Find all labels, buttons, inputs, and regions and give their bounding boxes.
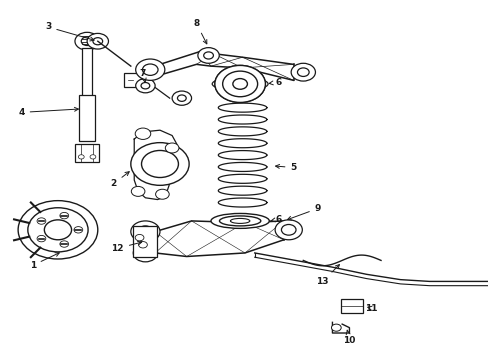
Circle shape (131, 143, 189, 185)
Circle shape (78, 155, 84, 159)
Circle shape (136, 59, 165, 80)
Circle shape (135, 128, 151, 139)
Circle shape (60, 212, 69, 219)
Bar (123, 73, 141, 87)
Circle shape (222, 71, 258, 97)
Bar (133, 226, 157, 257)
Text: 4: 4 (18, 107, 78, 117)
Text: 10: 10 (343, 330, 356, 345)
Circle shape (215, 66, 266, 103)
Circle shape (133, 244, 158, 262)
Circle shape (275, 220, 302, 240)
Circle shape (139, 242, 147, 248)
Bar (75, 144, 99, 162)
Circle shape (75, 32, 99, 50)
Circle shape (45, 220, 72, 240)
Circle shape (143, 64, 158, 75)
Circle shape (215, 66, 266, 103)
Ellipse shape (230, 219, 250, 224)
Text: 1: 1 (29, 253, 59, 270)
Circle shape (140, 249, 151, 257)
Circle shape (93, 38, 102, 45)
Text: 3: 3 (45, 22, 94, 41)
Text: 2: 2 (111, 172, 129, 188)
Circle shape (81, 37, 93, 45)
Text: 11: 11 (365, 303, 378, 312)
Text: 7: 7 (140, 69, 146, 82)
Circle shape (87, 33, 108, 49)
Circle shape (141, 82, 150, 89)
Bar (341, 299, 363, 313)
Text: 6: 6 (270, 215, 282, 224)
Text: 13: 13 (317, 265, 340, 286)
Circle shape (297, 68, 309, 76)
Circle shape (142, 150, 178, 177)
Circle shape (204, 52, 214, 59)
Circle shape (198, 48, 219, 63)
Circle shape (136, 78, 155, 93)
Bar (82, 48, 92, 98)
Circle shape (90, 155, 96, 159)
Bar (79, 95, 95, 141)
Ellipse shape (211, 213, 270, 228)
Circle shape (18, 201, 98, 259)
Circle shape (135, 234, 144, 241)
Circle shape (222, 71, 258, 97)
Circle shape (281, 225, 296, 235)
Text: 12: 12 (111, 241, 142, 253)
Circle shape (74, 226, 83, 233)
Circle shape (138, 226, 153, 237)
Text: 5: 5 (275, 163, 297, 172)
Text: 8: 8 (193, 19, 207, 44)
Circle shape (291, 63, 316, 81)
Text: 9: 9 (288, 204, 321, 220)
Circle shape (233, 78, 247, 89)
Circle shape (331, 324, 341, 331)
Text: 6: 6 (269, 78, 282, 87)
Circle shape (131, 221, 160, 242)
Circle shape (131, 186, 145, 196)
Circle shape (156, 189, 169, 199)
Circle shape (37, 218, 46, 224)
Circle shape (233, 78, 247, 89)
Ellipse shape (220, 216, 261, 226)
Ellipse shape (212, 77, 268, 91)
Circle shape (28, 208, 88, 252)
Circle shape (60, 241, 69, 247)
Circle shape (37, 235, 46, 242)
Circle shape (172, 91, 192, 105)
Circle shape (177, 95, 186, 102)
Circle shape (165, 143, 179, 153)
